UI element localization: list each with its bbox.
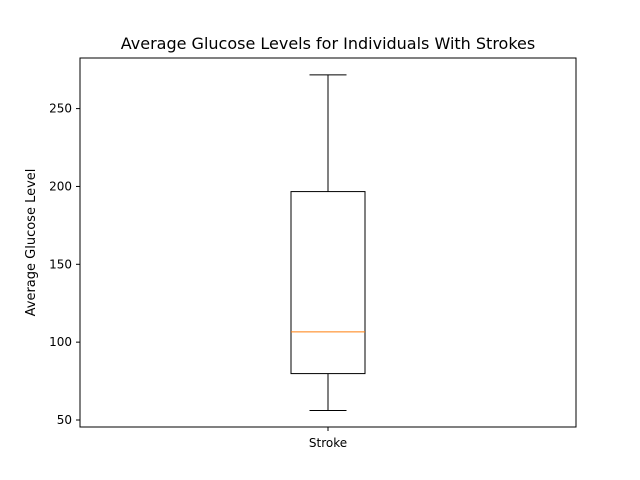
- x-tick-label: Stroke: [309, 436, 347, 450]
- y-tick-label: 250: [49, 102, 72, 116]
- y-tick-label: 200: [49, 179, 72, 193]
- y-tick-label: 50: [57, 413, 72, 427]
- plot-area: 50 100 150 200 250 Stroke: [49, 74, 366, 450]
- plot-frame: [79, 57, 577, 428]
- y-axis-label: Average Glucose Level: [24, 169, 39, 317]
- interquartile-box: [290, 191, 366, 375]
- y-tick-label: 150: [49, 257, 72, 271]
- chart-title: Average Glucose Levels for Individuals W…: [121, 34, 535, 53]
- y-tick-label: 100: [49, 335, 72, 349]
